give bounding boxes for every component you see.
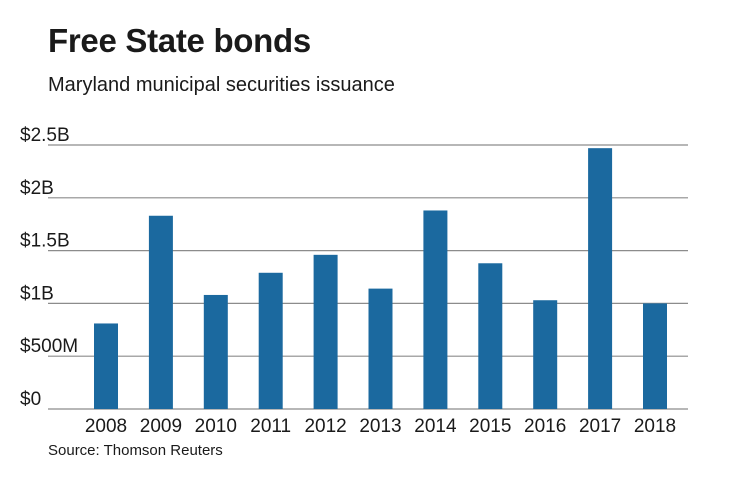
bar-2013 (368, 288, 393, 409)
bar-2016 (533, 300, 558, 409)
bar-2012 (313, 254, 338, 409)
source-note: Source: Thomson Reuters (48, 442, 223, 459)
x-tick-label: 2012 (304, 416, 346, 437)
bar-2014 (423, 210, 448, 409)
y-tick-label: $1.5B (20, 231, 70, 252)
y-tick-label: $1B (20, 283, 54, 304)
x-tick-label: 2011 (250, 416, 291, 437)
bar-2017 (588, 148, 613, 409)
y-tick-label: $2.5B (20, 125, 70, 146)
bar-2010 (203, 294, 228, 409)
x-tick-label: 2008 (85, 416, 127, 437)
x-tick-label: 2010 (195, 416, 237, 437)
bar-2011 (258, 272, 283, 409)
x-tick-label: 2015 (469, 416, 511, 437)
bar-2009 (148, 215, 173, 409)
y-tick-label: $500M (20, 336, 78, 357)
y-tick-label: $0 (20, 389, 41, 410)
x-tick-label: 2014 (414, 416, 457, 437)
bar-2015 (478, 263, 503, 409)
chart-subtitle: Maryland municipal securities issuance (48, 74, 395, 96)
x-tick-label: 2016 (524, 416, 566, 437)
chart-title: Free State bonds (48, 22, 311, 59)
x-tick-label: 2009 (140, 416, 182, 437)
x-tick-label: 2017 (579, 416, 621, 437)
x-tick-label: 2018 (634, 416, 676, 437)
bar-2018 (643, 303, 667, 409)
x-tick-label: 2013 (359, 416, 401, 437)
bar-2008 (94, 323, 118, 409)
y-tick-label: $2B (20, 178, 54, 199)
